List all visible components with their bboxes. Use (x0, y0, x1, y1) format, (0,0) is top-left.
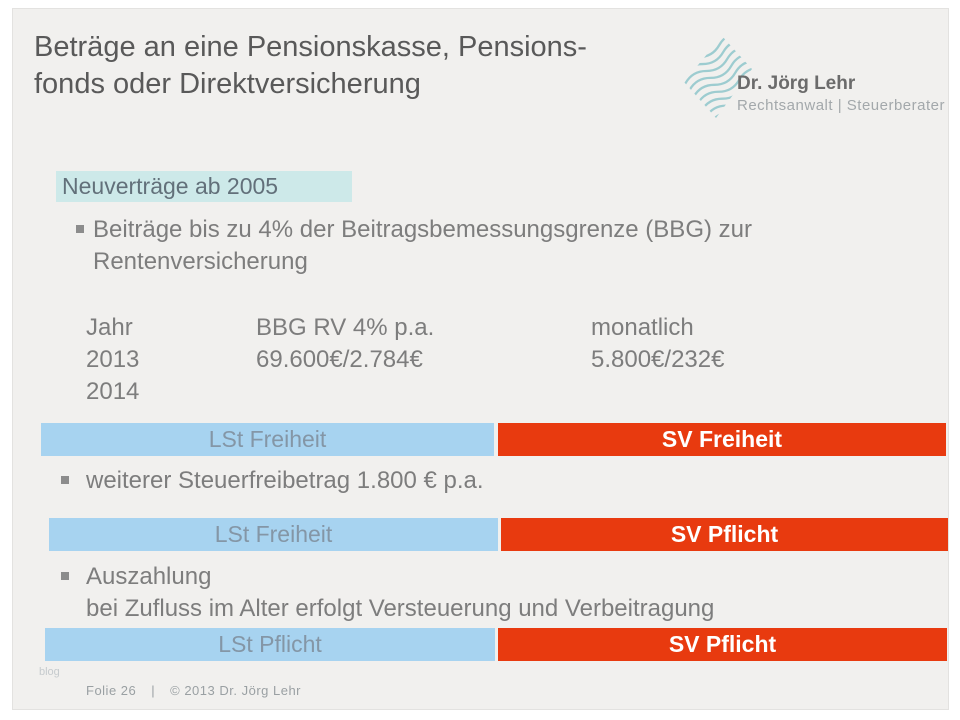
lst-segment: LSt Freiheit (41, 423, 494, 456)
footer-page-number: Folie 26 (86, 683, 137, 698)
bullet-square-icon (61, 572, 69, 580)
footer-copyright: © 2013 Dr. Jörg Lehr (170, 683, 302, 698)
status-bar-row: LSt Freiheit SV Freiheit (41, 423, 946, 456)
slide: Beträge an eine Pensionskasse, Pensions-… (12, 8, 949, 710)
blog-watermark: blog (39, 666, 60, 678)
table-cell-monatlich: 5.800€/232€ (591, 346, 725, 373)
bullet-text: weiterer Steuerfreibetrag 1.800 € p.a. (86, 467, 484, 494)
bullet-text: Beiträge bis zu 4% der Beitragsbemessung… (93, 216, 752, 275)
table-header-bbg: BBG RV 4% p.a. (256, 314, 435, 341)
table-header-monatlich: monatlich (591, 314, 694, 341)
table-cell-year: 2014 (86, 378, 140, 405)
status-bar-row: LSt Pflicht SV Pflicht (45, 628, 947, 661)
contribution-table: Jahr BBG RV 4% p.a. monatlich 2013 69.60… (86, 314, 851, 410)
table-header-jahr: Jahr (86, 314, 133, 341)
wave-diamond-logo-icon (684, 36, 752, 118)
table-cell-monatlich (591, 378, 851, 410)
status-bar-row: LSt Freiheit SV Pflicht (49, 518, 948, 551)
sv-segment: SV Freiheit (498, 423, 946, 456)
logo-subtitle: Rechtsanwalt | Steuerberater (737, 97, 945, 114)
table-cell-bbg (256, 378, 591, 410)
bullet-square-icon (61, 476, 69, 484)
sv-segment: SV Pflicht (501, 518, 948, 551)
section-heading: Neuverträge ab 2005 (56, 171, 352, 202)
table-cell-year: 2013 (86, 346, 140, 373)
bullet-item-auszahlung: Auszahlung bei Zufluss im Alter erfolgt … (61, 561, 861, 625)
logo-name: Dr. Jörg Lehr (737, 73, 856, 94)
bullet-text: Auszahlung bei Zufluss im Alter erfolgt … (86, 563, 715, 622)
bullet-square-icon (76, 225, 84, 233)
footer-separator: | (151, 683, 156, 698)
lst-segment: LSt Freiheit (49, 518, 498, 551)
bullet-item-steuerfreibetrag: weiterer Steuerfreibetrag 1.800 € p.a. (61, 465, 761, 497)
bullet-item-beitraege: Beiträge bis zu 4% der Beitragsbemessung… (76, 214, 896, 278)
lst-segment: LSt Pflicht (45, 628, 495, 661)
sv-segment: SV Pflicht (498, 628, 947, 661)
slide-footer: Folie 26 | © 2013 Dr. Jörg Lehr (86, 683, 301, 698)
table-cell-bbg: 69.600€/2.784€ (256, 346, 423, 373)
slide-title: Beträge an eine Pensionskasse, Pensions-… (34, 31, 587, 100)
